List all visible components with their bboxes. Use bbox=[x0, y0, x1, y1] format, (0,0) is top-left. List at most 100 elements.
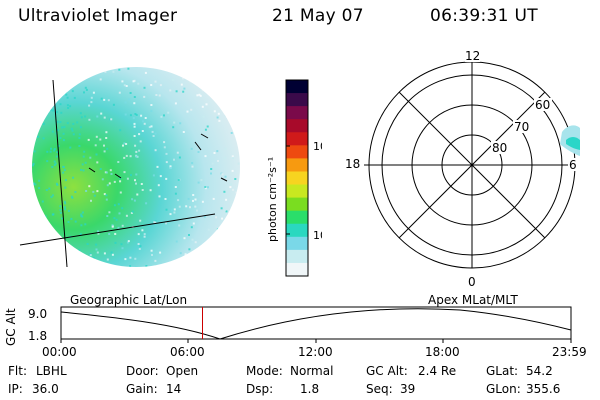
image-pixel bbox=[143, 235, 146, 238]
image-pixel bbox=[118, 91, 121, 94]
image-pixel bbox=[154, 220, 157, 223]
image-pixel bbox=[151, 130, 154, 133]
image-pixel bbox=[105, 137, 108, 139]
image-pixel bbox=[69, 146, 72, 149]
image-pixel bbox=[84, 86, 87, 89]
image-pixel bbox=[142, 120, 145, 123]
image-pixel bbox=[44, 222, 47, 225]
image-pixel bbox=[88, 118, 91, 121]
image-pixel bbox=[185, 205, 188, 208]
image-pixel bbox=[173, 158, 175, 161]
image-pixel bbox=[206, 125, 209, 128]
image-pixel bbox=[38, 229, 41, 232]
color-scale-strip bbox=[286, 171, 308, 186]
image-pixel bbox=[44, 215, 47, 218]
image-pixel bbox=[49, 227, 52, 230]
image-pixel bbox=[138, 133, 141, 136]
mlt-label-0: 0 bbox=[468, 275, 476, 289]
image-pixel bbox=[117, 203, 120, 206]
image-pixel bbox=[238, 236, 240, 239]
image-pixel bbox=[62, 166, 65, 169]
image-pixel bbox=[71, 196, 74, 199]
image-pixel bbox=[112, 103, 115, 106]
image-pixel bbox=[123, 156, 126, 159]
image-pixel bbox=[32, 164, 34, 167]
image-pixel bbox=[200, 179, 203, 182]
image-pixel bbox=[234, 83, 237, 86]
image-pixel bbox=[135, 114, 138, 116]
instrument-title: Ultraviolet Imager bbox=[18, 6, 178, 26]
image-pixel bbox=[149, 189, 152, 192]
image-pixel bbox=[123, 142, 126, 145]
image-pixel bbox=[129, 92, 132, 94]
image-pixel bbox=[51, 194, 54, 197]
image-pixel bbox=[57, 246, 59, 249]
image-pixel bbox=[205, 103, 208, 106]
image-pixel bbox=[197, 181, 200, 184]
image-pixel bbox=[105, 171, 108, 174]
image-pixel bbox=[164, 198, 167, 200]
color-scale-strip bbox=[286, 80, 308, 94]
image-pixel bbox=[32, 130, 35, 133]
image-pixel bbox=[232, 114, 235, 116]
image-pixel bbox=[139, 245, 142, 248]
image-pixel bbox=[115, 218, 118, 221]
image-pixel bbox=[223, 241, 226, 244]
image-pixel bbox=[33, 193, 36, 196]
label-bg bbox=[568, 158, 578, 171]
mlat-label-80: 80 bbox=[492, 141, 507, 155]
image-pixel bbox=[133, 96, 136, 98]
image-pixel bbox=[78, 145, 81, 147]
image-pixel bbox=[202, 115, 205, 118]
apex-title: Apex MLat/MLT bbox=[428, 293, 518, 307]
image-pixel bbox=[224, 114, 227, 117]
image-pixel bbox=[180, 83, 183, 86]
image-pixel bbox=[237, 197, 239, 200]
image-pixel bbox=[46, 111, 49, 114]
image-pixel bbox=[135, 150, 138, 153]
image-pixel bbox=[82, 155, 85, 158]
image-pixel bbox=[55, 155, 58, 158]
image-pixel bbox=[50, 147, 52, 150]
image-pixel bbox=[132, 80, 135, 83]
image-pixel bbox=[232, 188, 234, 191]
image-pixel bbox=[178, 224, 181, 227]
image-pixel bbox=[125, 85, 128, 87]
image-pixel bbox=[82, 256, 84, 259]
image-pixel bbox=[91, 67, 93, 69]
color-scale: 100 10 photon cm⁻²s⁻¹ bbox=[266, 79, 322, 277]
image-pixel bbox=[190, 147, 193, 150]
image-pixel bbox=[204, 260, 207, 263]
image-pixel bbox=[100, 97, 103, 100]
label-bg bbox=[534, 98, 552, 111]
image-pixel bbox=[53, 70, 56, 73]
image-pixel bbox=[216, 116, 219, 119]
image-pixel bbox=[230, 183, 232, 186]
image-pixel bbox=[188, 248, 191, 251]
image-pixel bbox=[119, 180, 122, 183]
image-pixel bbox=[97, 230, 99, 233]
image-pixel bbox=[123, 171, 126, 174]
color-scale-strip bbox=[286, 210, 308, 225]
image-pixel bbox=[189, 206, 191, 209]
image-pixel bbox=[194, 79, 197, 82]
image-pixel bbox=[129, 265, 132, 267]
image-pixel bbox=[88, 104, 91, 107]
image-pixel bbox=[71, 90, 74, 93]
image-pixel bbox=[198, 253, 201, 256]
image-pixel bbox=[224, 157, 227, 159]
image-pixel bbox=[235, 191, 238, 194]
image-pixel bbox=[118, 68, 121, 71]
image-pixel bbox=[99, 168, 102, 170]
image-pixel bbox=[32, 191, 35, 194]
seq-value: 39 bbox=[400, 382, 416, 396]
image-pixel bbox=[133, 199, 136, 202]
image-pixel bbox=[125, 154, 128, 157]
image-pixel bbox=[107, 99, 110, 102]
image-pixel bbox=[86, 243, 89, 245]
image-pixel bbox=[95, 248, 98, 251]
image-pixel bbox=[221, 217, 224, 220]
image-pixel bbox=[223, 190, 226, 193]
image-pixel bbox=[38, 92, 41, 95]
image-pixel bbox=[36, 238, 39, 240]
